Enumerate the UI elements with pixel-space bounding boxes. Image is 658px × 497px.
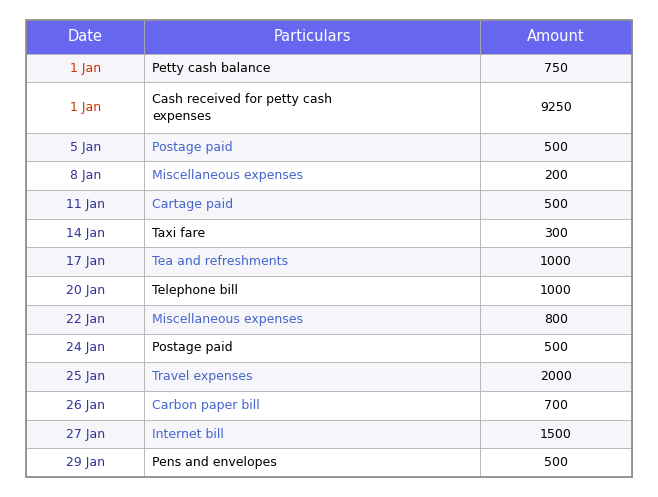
Text: 17 Jan: 17 Jan [66,255,105,268]
Text: Miscellaneous expenses: Miscellaneous expenses [152,313,303,326]
Bar [480,419,632,448]
Text: Cash received for petty cash
expenses: Cash received for petty cash expenses [152,92,332,123]
Text: 8 Jan: 8 Jan [70,169,101,182]
Text: 2000: 2000 [540,370,572,383]
Bar [480,362,632,391]
Text: 500: 500 [544,198,568,211]
Bar [144,276,480,305]
Text: 29 Jan: 29 Jan [66,456,105,469]
Text: 500: 500 [544,456,568,469]
Bar [26,83,144,133]
Text: Petty cash balance: Petty cash balance [152,62,270,75]
Text: 14 Jan: 14 Jan [66,227,105,240]
Bar [480,248,632,276]
Text: Date: Date [68,29,103,44]
Text: Cartage paid: Cartage paid [152,198,234,211]
Text: 5 Jan: 5 Jan [70,141,101,154]
Text: 1000: 1000 [540,255,572,268]
Bar [144,133,480,162]
Text: 1000: 1000 [540,284,572,297]
Bar [480,276,632,305]
Text: Carbon paper bill: Carbon paper bill [152,399,260,412]
Bar [480,162,632,190]
Text: 300: 300 [544,227,568,240]
Text: 200: 200 [544,169,568,182]
Text: 25 Jan: 25 Jan [66,370,105,383]
Text: Particulars: Particulars [274,29,351,44]
Text: Pens and envelopes: Pens and envelopes [152,456,277,469]
Text: 800: 800 [544,313,568,326]
Bar [144,83,480,133]
Bar [26,362,144,391]
Text: 500: 500 [544,141,568,154]
Bar [480,305,632,333]
Text: Travel expenses: Travel expenses [152,370,253,383]
Bar [26,133,144,162]
Bar [144,448,480,477]
Bar [144,219,480,248]
Bar [144,162,480,190]
Bar [26,276,144,305]
Bar [26,391,144,419]
Text: Telephone bill: Telephone bill [152,284,238,297]
Bar [144,248,480,276]
Text: 750: 750 [544,62,568,75]
Text: Postage paid: Postage paid [152,341,233,354]
Bar [144,333,480,362]
Text: Taxi fare: Taxi fare [152,227,205,240]
Bar [26,54,144,83]
Bar [144,419,480,448]
Text: 1 Jan: 1 Jan [70,101,101,114]
Text: 24 Jan: 24 Jan [66,341,105,354]
Text: 22 Jan: 22 Jan [66,313,105,326]
Bar [26,333,144,362]
Text: Amount: Amount [527,29,585,44]
Bar [26,162,144,190]
Bar [144,190,480,219]
Text: 500: 500 [544,341,568,354]
Bar [26,448,144,477]
Text: 11 Jan: 11 Jan [66,198,105,211]
Text: Miscellaneous expenses: Miscellaneous expenses [152,169,303,182]
Bar [26,248,144,276]
Bar [480,190,632,219]
Text: 20 Jan: 20 Jan [66,284,105,297]
Text: 26 Jan: 26 Jan [66,399,105,412]
Bar [480,219,632,248]
Bar [480,83,632,133]
Bar [26,20,144,54]
Bar [480,133,632,162]
Bar [480,54,632,83]
Bar [144,54,480,83]
Text: 9250: 9250 [540,101,572,114]
Text: Internet bill: Internet bill [152,427,224,440]
Bar [144,391,480,419]
Bar [26,219,144,248]
Bar [480,448,632,477]
Bar [144,305,480,333]
Bar [480,391,632,419]
Bar [26,305,144,333]
Bar [26,190,144,219]
Text: 1500: 1500 [540,427,572,440]
Text: Tea and refreshments: Tea and refreshments [152,255,288,268]
Bar [144,362,480,391]
Bar [480,20,632,54]
Text: 27 Jan: 27 Jan [66,427,105,440]
Text: Postage paid: Postage paid [152,141,233,154]
Bar [144,20,480,54]
Bar [480,333,632,362]
Bar [26,419,144,448]
Text: 1 Jan: 1 Jan [70,62,101,75]
Text: 700: 700 [544,399,568,412]
